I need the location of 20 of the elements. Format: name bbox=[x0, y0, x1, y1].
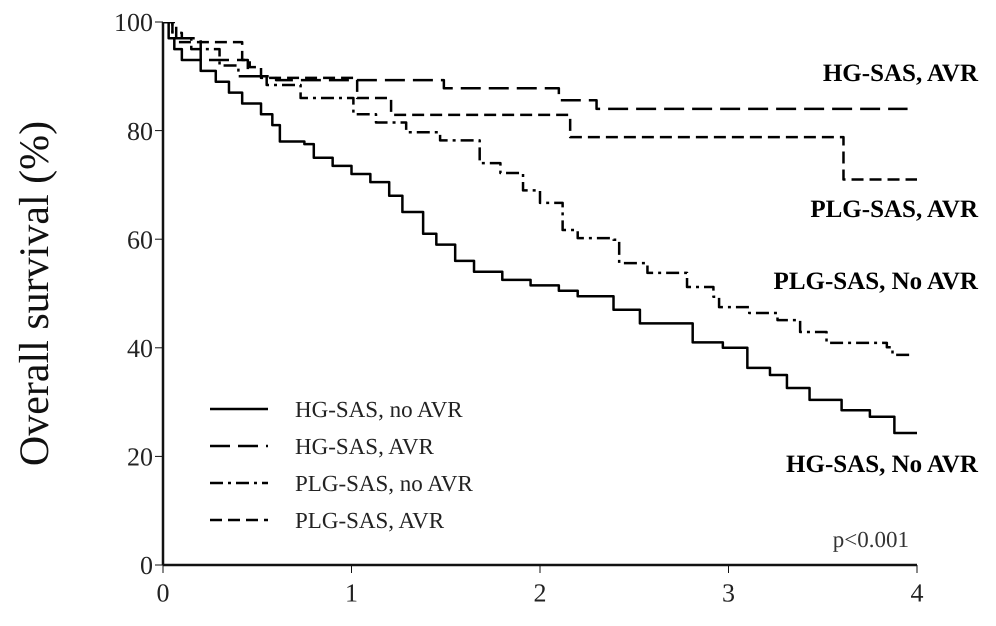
x-tick-label: 1 bbox=[345, 578, 358, 608]
y-tick-label: 20 bbox=[127, 442, 153, 472]
x-tick-label: 4 bbox=[910, 578, 924, 608]
annotation: HG-SAS, AVR bbox=[822, 60, 979, 87]
x-tick-label: 2 bbox=[534, 578, 546, 608]
annotation: PLG-SAS, No AVR bbox=[774, 268, 979, 295]
y-tick-label: 60 bbox=[127, 225, 153, 254]
y-axis-title: Overall survival (%) bbox=[12, 120, 58, 466]
legend-label: HG-SAS, AVR bbox=[295, 434, 435, 459]
legend-label: PLG-SAS, no AVR bbox=[295, 471, 474, 496]
y-tick-label: 80 bbox=[127, 116, 153, 146]
annotation: p<0.001 bbox=[832, 527, 909, 552]
y-tick-label: 40 bbox=[127, 334, 153, 364]
y-tick-label: 0 bbox=[140, 551, 153, 580]
annotation: HG-SAS, No AVR bbox=[786, 450, 979, 478]
legend-label: PLG-SAS, AVR bbox=[295, 508, 445, 533]
legend-label: HG-SAS, no AVR bbox=[295, 397, 464, 422]
x-tick-label: 3 bbox=[722, 578, 735, 608]
annotation: PLG-SAS, AVR bbox=[810, 196, 979, 224]
y-tick-label: 100 bbox=[114, 8, 153, 38]
